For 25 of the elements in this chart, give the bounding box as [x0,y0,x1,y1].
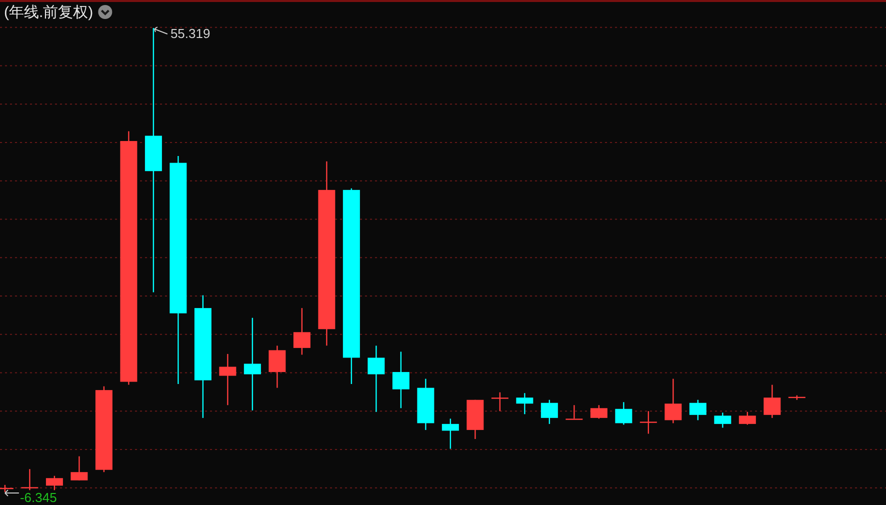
candlestick [491,392,508,412]
candlestick [540,399,558,425]
candlestick [566,404,583,420]
candlestick [293,307,310,356]
candlestick [640,410,657,434]
candlestick [689,399,706,421]
chart-title: (年线.前复权) [4,4,94,21]
candlestick [738,411,756,426]
candlestick [368,345,385,412]
candlestick [664,378,682,424]
candlestick [764,384,781,419]
candlestick [516,392,534,415]
candlestick [70,456,88,481]
candlestick [219,353,236,406]
candlestick [268,345,286,388]
candlestick [714,412,732,428]
candlestick [590,404,608,420]
candlestick [442,418,459,450]
candlestick [21,468,38,491]
candlestick [392,351,410,409]
annotation: 55.319 [170,26,210,41]
annotation: -6.345 [20,490,57,505]
candlestick [615,402,632,426]
candlestick [46,475,63,491]
candlestick [244,317,261,411]
